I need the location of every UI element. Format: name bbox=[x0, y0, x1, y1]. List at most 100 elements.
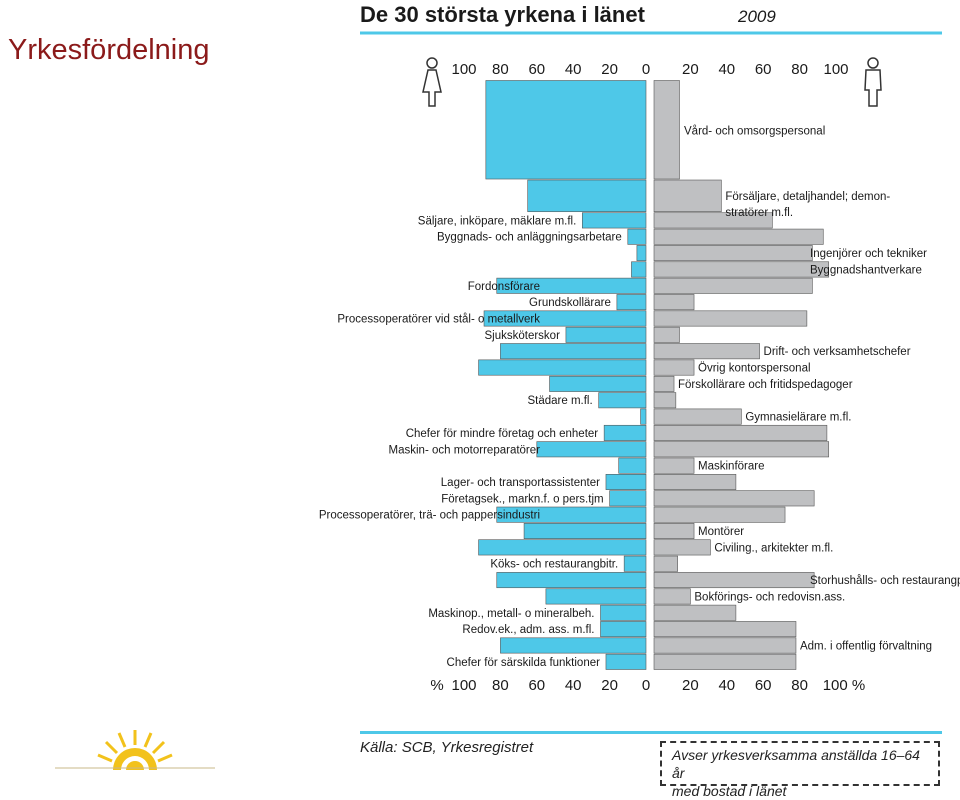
bar-men bbox=[653, 392, 677, 409]
bar-women bbox=[549, 375, 647, 392]
bar-men bbox=[653, 490, 815, 507]
annotation-label-right: Byggnadshantverkare bbox=[810, 264, 922, 276]
bar-men bbox=[653, 441, 830, 458]
annotation-label-left: Företagsek., markn.f. o pers.tjm bbox=[441, 493, 603, 505]
bar-men bbox=[653, 637, 797, 654]
annotation-label-left: Chefer för särskilda funktioner bbox=[447, 657, 601, 669]
bar-men bbox=[653, 572, 815, 589]
sun-logo-icon bbox=[55, 730, 215, 770]
bar-men bbox=[653, 343, 760, 360]
annotation-label-left: Lager- och transportassistenter bbox=[441, 477, 600, 489]
bar-women bbox=[500, 343, 647, 360]
tick-label-bottom-left: % bbox=[430, 677, 443, 694]
bar-women bbox=[496, 277, 647, 294]
chart-title-year: 2009 bbox=[737, 7, 776, 26]
bar-men bbox=[653, 80, 680, 180]
annotation-label-right: Adm. i offentlig förvaltning bbox=[800, 640, 932, 652]
annotation-label-left: Säljare, inköpare, mäklare m.fl. bbox=[418, 215, 577, 227]
bar-men bbox=[653, 539, 711, 556]
bar-women bbox=[600, 604, 647, 621]
bar-women bbox=[600, 621, 647, 638]
tick-label-bottom-right: 20 bbox=[682, 677, 699, 694]
bar-women bbox=[496, 506, 647, 523]
bar-women bbox=[627, 228, 647, 245]
tick-label-top-right: 60 bbox=[755, 61, 772, 78]
annotation-label-right: Försäljare, detaljhandel; demon- bbox=[725, 191, 890, 203]
tick-label-bottom-left: 40 bbox=[565, 677, 582, 694]
tick-label-top-left: 20 bbox=[601, 61, 618, 78]
tick-label-top-left: 80 bbox=[492, 61, 509, 78]
butterfly-chart: De 30 största yrkena i länet 2009 100 80 60 4… bbox=[319, 2, 960, 694]
bar-women bbox=[485, 80, 647, 180]
annotation-label-right: Drift- och verksamhetschefer bbox=[764, 346, 911, 358]
bar-men bbox=[653, 294, 695, 311]
tick-label-bottom-right: 100 % bbox=[823, 677, 866, 694]
note-line-1: Avser yrkesverksamma anställda 16–64 år bbox=[672, 747, 920, 781]
bar-women bbox=[605, 653, 647, 670]
annotation-label-left: Processoperatörer vid stål- o metallverk bbox=[337, 313, 540, 325]
tick-label-bottom-left: 100 bbox=[451, 677, 476, 694]
bar-men bbox=[653, 474, 737, 490]
tick-label-bottom-left: 0 bbox=[642, 677, 650, 694]
bar-women bbox=[609, 490, 647, 507]
bar-women bbox=[483, 310, 647, 327]
annotation-label-right: Maskinförare bbox=[698, 461, 764, 473]
annotation-label-left: Fordonsförare bbox=[468, 281, 540, 293]
annotation-label-right: Övrig kontorspersonal bbox=[698, 363, 811, 375]
annotation-label-left: Maskinop., metall- o mineralbeh. bbox=[428, 608, 594, 620]
male-figure-icon bbox=[864, 57, 882, 107]
annotation-label-right: Montörer bbox=[698, 526, 744, 538]
tick-label-top-left: 100 bbox=[451, 61, 476, 78]
female-figure-icon bbox=[422, 57, 442, 107]
bar-men bbox=[653, 604, 737, 621]
annotation-label-left: Processoperatörer, trä- och pappersindus… bbox=[319, 510, 540, 522]
bar-women bbox=[523, 523, 647, 540]
annotation-label-left: Köks- och restaurangbitr. bbox=[490, 559, 618, 571]
annotation-label-right: Ingenjörer och tekniker bbox=[810, 248, 927, 260]
bar-men bbox=[653, 326, 680, 343]
annotation-label-right: Gymnasielärare m.fl. bbox=[745, 412, 851, 424]
tick-label-top-left: 0 bbox=[642, 61, 650, 78]
tick-label-top-right: 40 bbox=[718, 61, 735, 78]
annotation-label-left: Chefer för mindre företag och enheter bbox=[406, 428, 599, 440]
annotation-label-right: Bokförings- och redovisn.ass. bbox=[694, 591, 845, 603]
annotation-label-right: Vård- och omsorgspersonal bbox=[684, 126, 825, 138]
chart-title: De 30 största yrkena i länet bbox=[360, 2, 646, 27]
tick-label-bottom-right: 80 bbox=[791, 677, 808, 694]
bar-women bbox=[616, 294, 647, 311]
bar-women bbox=[496, 572, 647, 589]
tick-label-bottom-left: 20 bbox=[601, 677, 618, 694]
bar-men bbox=[653, 457, 695, 474]
tick-label-top-left: 60 bbox=[528, 61, 545, 78]
bar-men bbox=[653, 245, 813, 262]
bottom-divider bbox=[360, 731, 942, 734]
tick-label-bottom-right: 40 bbox=[718, 677, 735, 694]
tick-label-top-right: 100 bbox=[823, 61, 848, 78]
bar-women bbox=[631, 261, 647, 278]
bar-women bbox=[527, 179, 647, 213]
note-box: Avser yrkesverksamma anställda 16–64 år … bbox=[660, 741, 940, 799]
bar-men bbox=[653, 277, 813, 294]
bar-men bbox=[653, 506, 786, 523]
annotation-label-right: Förskollärare och fritidspedagoger bbox=[678, 379, 853, 391]
annotation-label-left: Städare m.fl. bbox=[527, 395, 592, 407]
tick-label-bottom-left: 80 bbox=[492, 677, 509, 694]
bar-men bbox=[653, 212, 773, 229]
bar-men bbox=[653, 424, 828, 441]
bar-men bbox=[653, 375, 675, 392]
bar-women bbox=[581, 212, 647, 229]
annotation-label-right: Storhushålls- och restaurangpersonal bbox=[810, 575, 960, 587]
bar-women bbox=[500, 637, 647, 654]
annotation-label-left: Grundskollärare bbox=[529, 297, 611, 309]
bar-women bbox=[640, 408, 647, 425]
bar-men bbox=[653, 261, 830, 278]
bar-women bbox=[636, 245, 647, 262]
bar-men bbox=[653, 408, 742, 425]
bar-men bbox=[653, 359, 695, 376]
tick-label-top-right: 20 bbox=[682, 61, 699, 78]
bar-women bbox=[545, 588, 647, 605]
bar-men bbox=[653, 621, 797, 638]
slide-title: Yrkesfördelning bbox=[8, 34, 210, 66]
bar-women bbox=[623, 555, 647, 572]
bar-men bbox=[653, 523, 695, 540]
